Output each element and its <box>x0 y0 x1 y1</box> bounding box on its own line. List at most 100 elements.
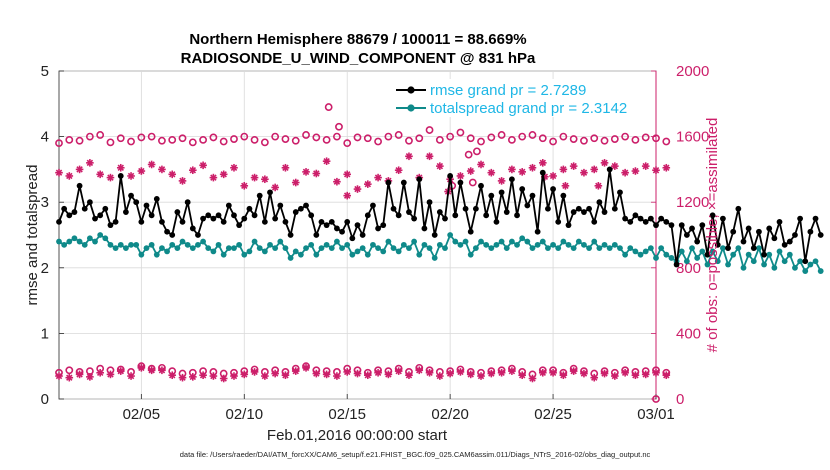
rmse-point <box>123 209 129 215</box>
obs-assimilated-stroke <box>539 369 547 376</box>
rmse-point <box>812 215 819 222</box>
obs-assimilated-point <box>302 168 310 176</box>
obs-assimilated-stroke <box>261 372 269 380</box>
obs-assimilated-point <box>662 371 671 380</box>
totalspread-point <box>560 238 567 245</box>
totalspread-point <box>498 238 505 245</box>
obs-assimilated-stroke <box>488 370 495 377</box>
obs-assimilated-stroke <box>663 371 670 379</box>
totalspread-point <box>210 248 217 255</box>
rmse-point <box>328 218 335 225</box>
y-right-tick-label: 2000 <box>676 63 709 80</box>
totalspread-point <box>570 245 577 252</box>
obs-assimilated-stroke <box>107 174 114 181</box>
x-tick-label: 02/10 <box>226 406 264 423</box>
obs-possible-point <box>199 135 208 144</box>
totalspread-point <box>714 258 721 265</box>
obs-assimilated-point <box>271 183 279 192</box>
totalspread-point <box>508 238 515 245</box>
obs-assimilated-stroke <box>518 168 526 176</box>
totalspread-point <box>488 245 495 252</box>
rmse-point <box>668 222 675 229</box>
obs-assimilated-point <box>561 182 570 190</box>
rmse-point <box>117 173 124 179</box>
totalspread-point <box>395 248 402 255</box>
obs-assimilated-stroke <box>158 166 166 173</box>
obs-assimilated-point <box>384 370 393 379</box>
rmse-point <box>591 218 598 225</box>
totalspread-point <box>622 251 629 258</box>
totalspread-point <box>534 241 541 248</box>
totalspread-point <box>297 251 304 258</box>
left-axis: 0 1 2 3 4 5 <box>41 63 64 408</box>
obs-assimilated-point <box>168 170 177 179</box>
obs-assimilated-stroke <box>477 161 485 168</box>
totalspread-point <box>225 245 232 252</box>
rmse-point <box>622 215 629 222</box>
obs-assimilated-point <box>65 172 74 180</box>
obs-possible-point <box>363 134 372 143</box>
rmse-point <box>349 235 356 242</box>
totalspread-point <box>581 241 587 248</box>
obs-possible-point <box>621 132 630 141</box>
obs-assimilated-stroke <box>652 166 660 174</box>
y-right-tick-label: 800 <box>676 260 701 277</box>
totalspread-point <box>555 245 562 252</box>
obs-assimilated-stroke <box>611 372 619 380</box>
totalspread-point <box>735 245 742 252</box>
totalspread-point <box>236 241 243 248</box>
data-file-footnote: data file: /Users/raeder/DAI/ATM_forcXX/… <box>180 450 651 459</box>
totalspread-point <box>653 255 659 261</box>
obs-assimilated-point <box>425 152 434 161</box>
totalspread-point <box>503 245 510 252</box>
obs-possible-point <box>75 136 84 145</box>
obs-assimilated-point <box>281 371 290 380</box>
obs-assimilated-stroke <box>591 374 598 381</box>
totalspread-point <box>406 245 412 252</box>
obs-assimilated-stroke <box>189 373 197 381</box>
totalspread-point <box>200 238 207 245</box>
obs-assimilated-stroke <box>529 375 536 382</box>
obs-assimilated-point <box>477 372 485 380</box>
obs-assimilated-stroke <box>343 192 351 199</box>
obs-possible-point <box>312 133 321 142</box>
rmse-point <box>555 218 562 225</box>
rmse-point <box>766 225 773 232</box>
totalspread-point <box>478 238 484 245</box>
obs-assimilated-stroke <box>560 371 567 379</box>
obs-assimilated-stroke <box>210 372 217 380</box>
rmse-point <box>220 218 227 225</box>
obs-assimilated-point <box>446 369 454 378</box>
rmse-point <box>797 215 804 222</box>
y-axis-left-label: rmse and totalspread <box>24 165 41 306</box>
obs-assimilated-point <box>199 371 207 380</box>
obs-assimilated-point <box>75 165 84 174</box>
obs-assimilated-stroke <box>230 372 238 380</box>
obs-assimilated-point <box>147 366 156 375</box>
obs-assimilated-point <box>456 172 465 180</box>
rmse-point <box>241 215 248 222</box>
rmse-point <box>282 218 289 225</box>
obs-assimilated-stroke <box>529 164 536 171</box>
totalspread-point <box>272 245 279 252</box>
obs-possible-point <box>333 132 341 141</box>
obs-possible-point <box>324 103 333 111</box>
obs-possible-point <box>240 132 249 141</box>
obs-assimilated-stroke <box>158 367 166 374</box>
totalspread-point <box>195 241 201 248</box>
rmse-point <box>658 215 665 222</box>
obs-assimilated-point <box>425 368 434 377</box>
obs-possible-point <box>209 133 218 142</box>
rmse-point <box>400 179 407 186</box>
obs-assimilated-point <box>137 364 146 372</box>
obs-possible-point <box>425 126 434 134</box>
obs-assimilated-point <box>302 364 310 372</box>
obs-count-series <box>55 103 671 403</box>
obs-assimilated-stroke <box>220 171 227 178</box>
totalspread-point <box>256 245 263 252</box>
obs-possible-point <box>106 138 115 147</box>
obs-assimilated-stroke <box>508 367 516 375</box>
obs-assimilated-point <box>436 162 444 170</box>
obs-possible-point <box>549 137 557 146</box>
rmse-point <box>714 241 721 248</box>
